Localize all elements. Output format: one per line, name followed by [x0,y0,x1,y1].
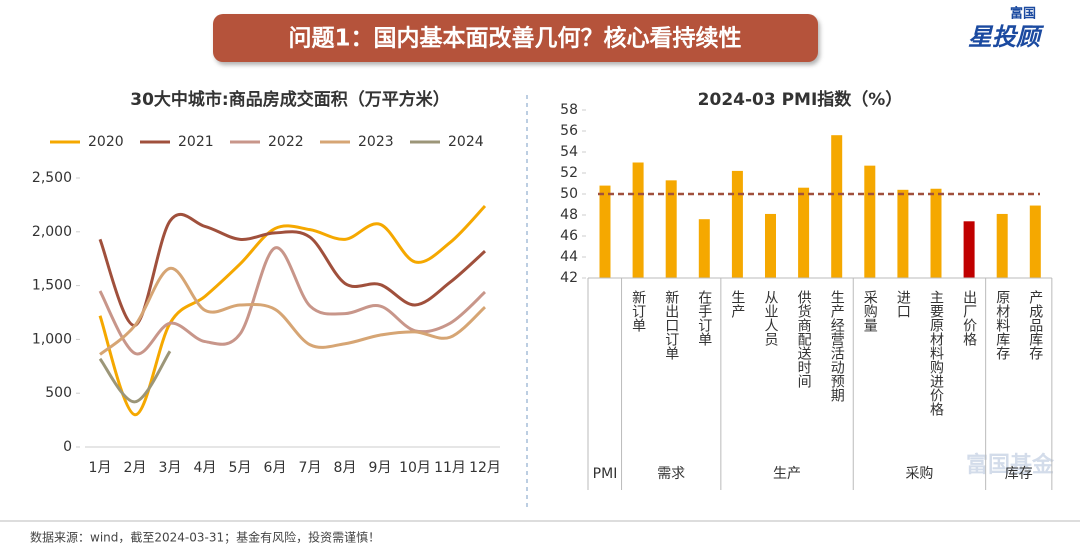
x-tick-label: 新出口订单 [663,290,679,360]
bar [831,135,843,278]
legend-label: 2022 [268,134,304,150]
x-tick-label: 8月 [334,460,357,476]
series-line [98,204,487,417]
y-tick-label: 500 [45,385,72,401]
y-tick-label: 48 [560,207,578,223]
banner-title: 问题1：国内基本面改善几何？核心看持续性 [288,25,741,52]
x-tick-label: 6月 [264,460,287,476]
bar [1029,205,1041,278]
legend-label: 2021 [178,134,214,150]
x-tick-label: 在手订单 [696,290,712,346]
group-label: 库存 [1005,466,1033,482]
logo-top: 富国 [1010,6,1036,22]
bar [599,185,611,278]
bar [765,213,776,278]
chart-title: 2024-03 PMI指数（%） [698,89,903,110]
x-tick-label: 2月 [124,460,147,476]
group-label: 生产 [773,466,801,482]
x-tick-label: 产成品库存 [1027,290,1043,360]
bar [996,213,1008,278]
legend-label: 2024 [448,134,484,150]
x-tick-label: 主要原材料购进价格 [928,290,944,416]
y-tick-label: 1,500 [32,278,72,294]
y-tick-label: 2,000 [32,224,72,240]
group-label: PMI [593,466,618,482]
x-tick-label: 10月 [399,460,431,476]
series-line [98,212,486,327]
banner [213,14,818,62]
x-tick-label: 3月 [159,460,182,476]
y-tick-label: 1,000 [32,331,72,347]
x-tick-label: 从业人员 [763,290,779,346]
footer: 数据来源：wind，截至2024-03-31；基金有风险，投资需谨慎！ [30,530,380,545]
y-tick-label: 0 [63,439,72,455]
bar [897,189,909,278]
x-tick-label: 新订单 [630,290,646,332]
x-tick-label: 12月 [469,460,501,476]
logo-main: 星投顾 [968,23,1045,51]
bar [665,180,677,278]
bar [798,187,810,278]
x-tick-label: 进口 [895,290,911,318]
y-tick-label: 44 [560,249,578,265]
group-label: 采购 [905,466,933,482]
x-tick-label: 生产经营活动预期 [829,290,845,403]
bar [632,162,644,278]
series-line [99,266,487,356]
x-tick-label: 供货商配送时间 [796,290,812,389]
x-tick-label: 出厂价格 [961,290,977,346]
group-label: 需求 [657,466,685,482]
chart-title: 30大中城市:商品房成交面积（万平方米） [130,89,449,110]
y-tick-label: 54 [560,144,578,160]
y-tick-label: 42 [560,270,578,286]
legend-label: 2023 [358,134,394,150]
x-tick-label: 生产 [729,290,745,319]
y-tick-label: 2,500 [32,170,72,186]
bar [731,170,743,278]
x-tick-label: 11月 [434,460,466,476]
y-tick-label: 52 [560,165,578,181]
x-tick-label: 原材料库存 [994,290,1010,360]
y-tick-label: 46 [560,228,578,244]
bar [930,188,942,278]
bar [698,219,710,278]
x-tick-label: 9月 [369,460,392,476]
y-tick-label: 56 [560,123,578,139]
x-tick-label: 采购量 [862,290,878,332]
x-tick-label: 4月 [194,460,217,476]
x-tick-label: 7月 [299,460,322,476]
y-tick-label: 58 [560,102,578,118]
bar [864,165,876,278]
watermark: 富国基金 [966,452,1055,478]
bar [963,221,975,278]
series-line [98,350,172,404]
x-tick-label: 1月 [89,460,112,476]
x-tick-label: 5月 [229,460,252,476]
legend-label: 2020 [88,134,124,150]
y-tick-label: 50 [560,186,578,202]
